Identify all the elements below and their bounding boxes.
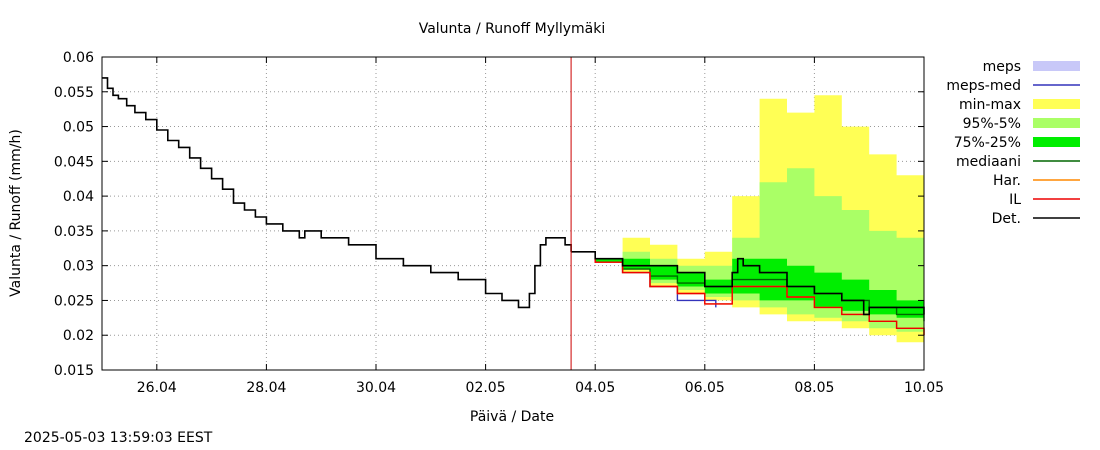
y-tick-label: 0.02	[63, 328, 94, 344]
series-line-mediaani	[571, 251, 925, 322]
legend-label: meps	[983, 59, 1021, 75]
legend-label: min-max	[959, 97, 1021, 113]
chart-title: Valunta / Runoff Myllymäki	[419, 21, 606, 37]
legend-label: 75%-25%	[954, 135, 1021, 151]
legend-label: IL	[1009, 192, 1021, 208]
x-tick-label: 06.05	[685, 380, 725, 396]
series-line-observed	[102, 77, 572, 309]
forecast-bands	[571, 95, 924, 343]
timestamp: 2025-05-03 13:59:03 EEST	[24, 430, 213, 446]
series-lines	[102, 77, 925, 336]
legend-label: mediaani	[956, 154, 1021, 170]
y-tick-label: 0.04	[63, 189, 94, 205]
legend-label: Har.	[993, 173, 1021, 189]
y-axis-ticks: 0.015 0.02 0.025 0.03 0.035 0.04 0.045 0.05 0.05…	[54, 50, 924, 379]
y-tick-label: 0.06	[63, 50, 94, 66]
y-tick-label: 0.035	[54, 224, 94, 240]
x-tick-label: 08.05	[794, 380, 834, 396]
series-line-det-	[571, 251, 925, 316]
legend-label: meps-med	[946, 78, 1021, 94]
y-tick-label: 0.05	[63, 120, 94, 136]
x-tick-label: 28.04	[246, 380, 286, 396]
legend-label: Det.	[992, 211, 1021, 227]
x-tick-label: 30.04	[356, 380, 396, 396]
plot-frame	[101, 56, 925, 371]
legend-swatch	[1033, 137, 1080, 147]
legend-label: 95%-5%	[963, 116, 1021, 132]
series-line-il	[571, 251, 925, 336]
x-tick-label: 10.05	[904, 380, 944, 396]
x-tick-label: 02.05	[466, 380, 506, 396]
y-tick-label: 0.03	[63, 259, 94, 275]
legend-swatch	[1033, 61, 1080, 71]
y-tick-label: 0.015	[54, 363, 94, 379]
y-axis-label: Valunta / Runoff (mm/h)	[8, 129, 24, 297]
legend-swatch	[1033, 99, 1080, 109]
legend-swatch	[1033, 118, 1080, 128]
legend: meps meps-med min-max 95%-5% 75%-25% mediaani…	[946, 59, 1080, 227]
x-tick-label: 26.04	[137, 380, 177, 396]
y-tick-label: 0.025	[54, 293, 94, 309]
y-tick-label: 0.045	[54, 154, 94, 170]
y-tick-label: 0.055	[54, 85, 94, 101]
x-tick-label: 04.05	[575, 380, 615, 396]
x-axis-label: Päivä / Date	[470, 409, 554, 425]
x-axis-ticks: 26.04 28.04 30.04 02.05 04.05 06.05 08.05 10.05	[137, 57, 944, 396]
